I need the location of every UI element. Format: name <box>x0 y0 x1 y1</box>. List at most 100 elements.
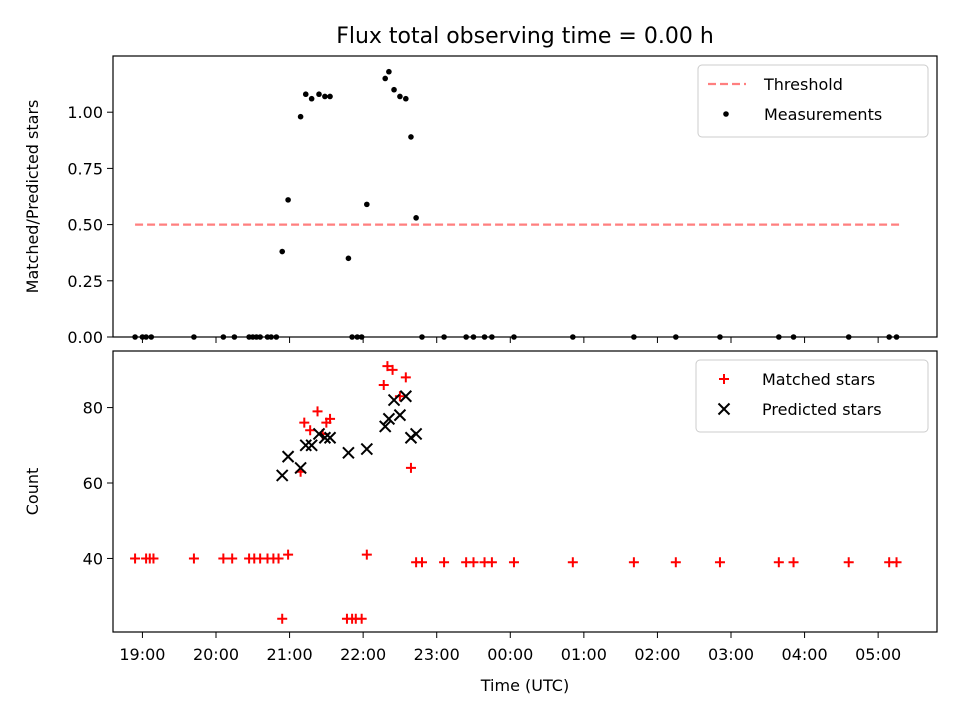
legend-label: Matched stars <box>762 370 875 389</box>
measurement-point <box>364 201 370 208</box>
matched-star-marker <box>714 557 725 568</box>
predicted-star-marker <box>360 442 374 456</box>
measurement-point <box>845 334 852 340</box>
predicted-star-marker <box>399 390 413 403</box>
top-panel: 0.00 0.25 0.50 0.75 1.00 Matched/Predicted st… <box>23 55 938 347</box>
matched-star-marker <box>773 557 784 568</box>
matched-star-marker <box>468 557 479 568</box>
measurement-point <box>349 334 355 340</box>
measurement-point <box>297 113 304 120</box>
y-tick-label: 40 <box>83 549 103 568</box>
matched-star-marker <box>382 361 393 372</box>
measurement-point <box>776 334 782 340</box>
measurement-point <box>419 334 425 340</box>
measurement-point <box>403 95 409 102</box>
matched-star-marker <box>417 557 427 568</box>
measurement-point <box>143 334 149 340</box>
y-tick-label: 0.50 <box>67 216 103 235</box>
matched-star-marker <box>439 557 450 568</box>
legend-measurement-swatch <box>723 111 729 117</box>
measurement-point <box>413 215 419 221</box>
measurement-point <box>345 255 352 262</box>
matched-star-marker <box>312 406 323 417</box>
x-tick-label: 19:00 <box>119 645 165 664</box>
x-axis-label: Time (UTC) <box>480 676 569 695</box>
measurement-point <box>397 93 403 100</box>
measurement-point <box>391 86 397 93</box>
x-tick-label: 01:00 <box>561 645 607 664</box>
measurement-point <box>631 334 637 340</box>
predicted-star-marker <box>409 427 423 441</box>
x-tick-label: 22:00 <box>340 645 386 664</box>
measurement-point <box>231 334 238 340</box>
matched-star-marker <box>378 379 389 390</box>
measurement-point <box>285 197 291 203</box>
predicted-star-marker <box>281 450 295 463</box>
measurement-point <box>322 93 328 100</box>
predicted-star-marker <box>276 469 289 482</box>
measurement-point <box>408 134 414 140</box>
matched-star-marker <box>628 557 639 568</box>
predicted-star-marker <box>379 420 392 433</box>
matched-star-marker <box>788 557 799 568</box>
measurement-point <box>279 248 286 255</box>
measurement-point <box>358 334 365 340</box>
matched-star-marker <box>130 553 141 564</box>
measurement-point <box>441 334 447 340</box>
matched-star-marker <box>400 372 411 383</box>
measurement-point <box>717 334 723 340</box>
axes-frame <box>112 55 938 338</box>
matched-star-marker <box>148 553 159 564</box>
measurement-point <box>886 334 892 340</box>
measurement-point <box>382 75 389 82</box>
predicted-star-marker <box>305 439 318 452</box>
predicted-star-marker <box>393 408 407 422</box>
predicted-star-marker <box>387 393 401 407</box>
predicted-star-marker <box>312 427 326 441</box>
matched-star-marker <box>218 553 229 564</box>
measurement-point <box>148 334 155 340</box>
measurement-point <box>470 334 477 340</box>
matched-star-marker <box>188 553 199 564</box>
matched-star-marker <box>486 557 497 568</box>
measurement-point <box>316 91 322 98</box>
matched-star-marker <box>670 557 681 568</box>
y-tick-label: 1.00 <box>67 103 103 122</box>
measurement-point <box>673 334 679 340</box>
legend-predicted-swatch <box>717 402 731 416</box>
measurement-point <box>220 334 227 340</box>
predicted-star-marker <box>294 461 307 475</box>
matched-star-marker <box>305 425 316 436</box>
measurement-point <box>268 334 274 340</box>
predicted-star-marker <box>382 412 396 426</box>
axes-frame <box>112 350 938 633</box>
x-tick-label: 21:00 <box>267 645 313 664</box>
matched-star-marker <box>283 549 294 560</box>
matched-star-marker <box>508 557 519 568</box>
measurement-point <box>191 334 197 340</box>
matched-star-marker <box>405 462 416 473</box>
bottom-panel: 40 60 80 19:00 20:00 21:00 22:00 23:00 00:00 01:0… <box>23 350 938 695</box>
measurement-point <box>511 334 517 340</box>
y-tick-label: 0.00 <box>67 328 103 347</box>
predicted-star-marker <box>342 446 355 460</box>
x-tick-label: 05:00 <box>855 645 901 664</box>
measurement-point <box>132 334 138 340</box>
measurement-point <box>893 334 900 340</box>
predicted-star-marker <box>323 431 337 444</box>
measurement-point <box>354 334 361 340</box>
figure-title: Flux total observing time = 0.00 h <box>336 24 714 49</box>
measurement-point <box>463 334 469 340</box>
x-tick-label: 03:00 <box>708 645 754 664</box>
legend-label: Predicted stars <box>762 400 882 419</box>
measurement-point <box>273 334 280 340</box>
y-tick-label: 0.25 <box>67 272 103 291</box>
measurement-point <box>489 334 495 340</box>
measurement-point <box>570 334 576 340</box>
measurement-point <box>481 334 488 340</box>
legend-label: Threshold <box>763 75 843 94</box>
matched-star-marker <box>843 557 854 568</box>
y-axis-label: Matched/Predicted stars <box>23 100 42 294</box>
measurement-point <box>257 334 263 340</box>
